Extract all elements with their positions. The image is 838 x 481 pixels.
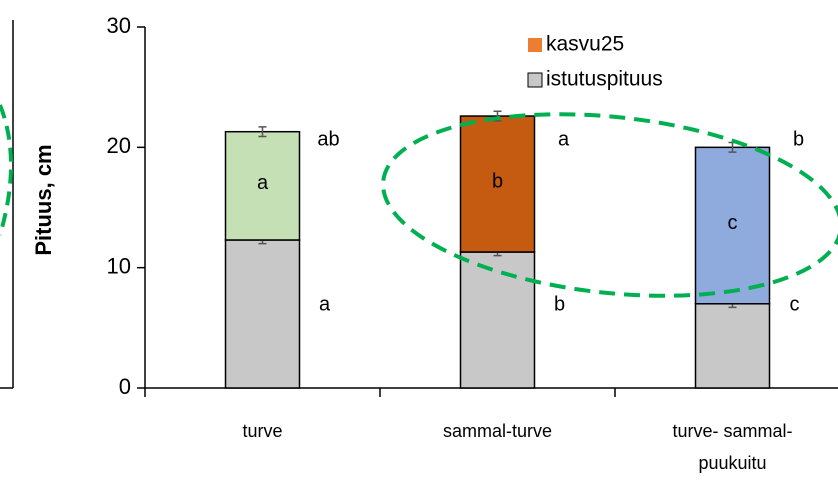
y-axis-label: Pituus, cm	[31, 144, 56, 255]
error-bar	[258, 126, 267, 138]
x-tick-label: turve	[242, 421, 282, 441]
bar-segment	[459, 115, 536, 253]
highlight-ellipse	[381, 112, 838, 298]
x-tick-label: sammal-turve	[443, 421, 552, 441]
y-tick-label: 30	[107, 13, 131, 38]
total-letter: b	[793, 128, 804, 150]
segment-letter: c	[728, 212, 738, 234]
segment-letter: c	[790, 293, 800, 315]
bar-segment	[694, 146, 771, 305]
legend-swatch	[528, 38, 542, 52]
segment-letter: a	[257, 172, 269, 194]
y-tick-label: 0	[119, 374, 131, 399]
bar-segment	[224, 239, 301, 389]
y-tick-label: 20	[107, 133, 131, 158]
x-tick-label: turve- sammal-puukuitu	[672, 421, 792, 473]
y-tick-label: 10	[107, 253, 131, 278]
bar-segment	[459, 251, 536, 389]
legend-swatch	[527, 72, 543, 88]
legend-label: kasvu25	[546, 33, 624, 56]
left-fragment-ellipse	[0, 104, 13, 236]
plot: 0 10 20 30 turve a a ab sammal-turve b b a turve- sa…	[107, 13, 838, 473]
bar-segment	[224, 130, 301, 241]
total-letter: a	[558, 128, 570, 150]
total-letter: ab	[317, 128, 339, 150]
segment-letter: a	[319, 293, 331, 315]
segment-letter: b	[492, 170, 503, 192]
legend-label: istutuspituus	[546, 68, 663, 91]
segment-letter: b	[554, 293, 565, 315]
bar-segment	[694, 303, 771, 389]
